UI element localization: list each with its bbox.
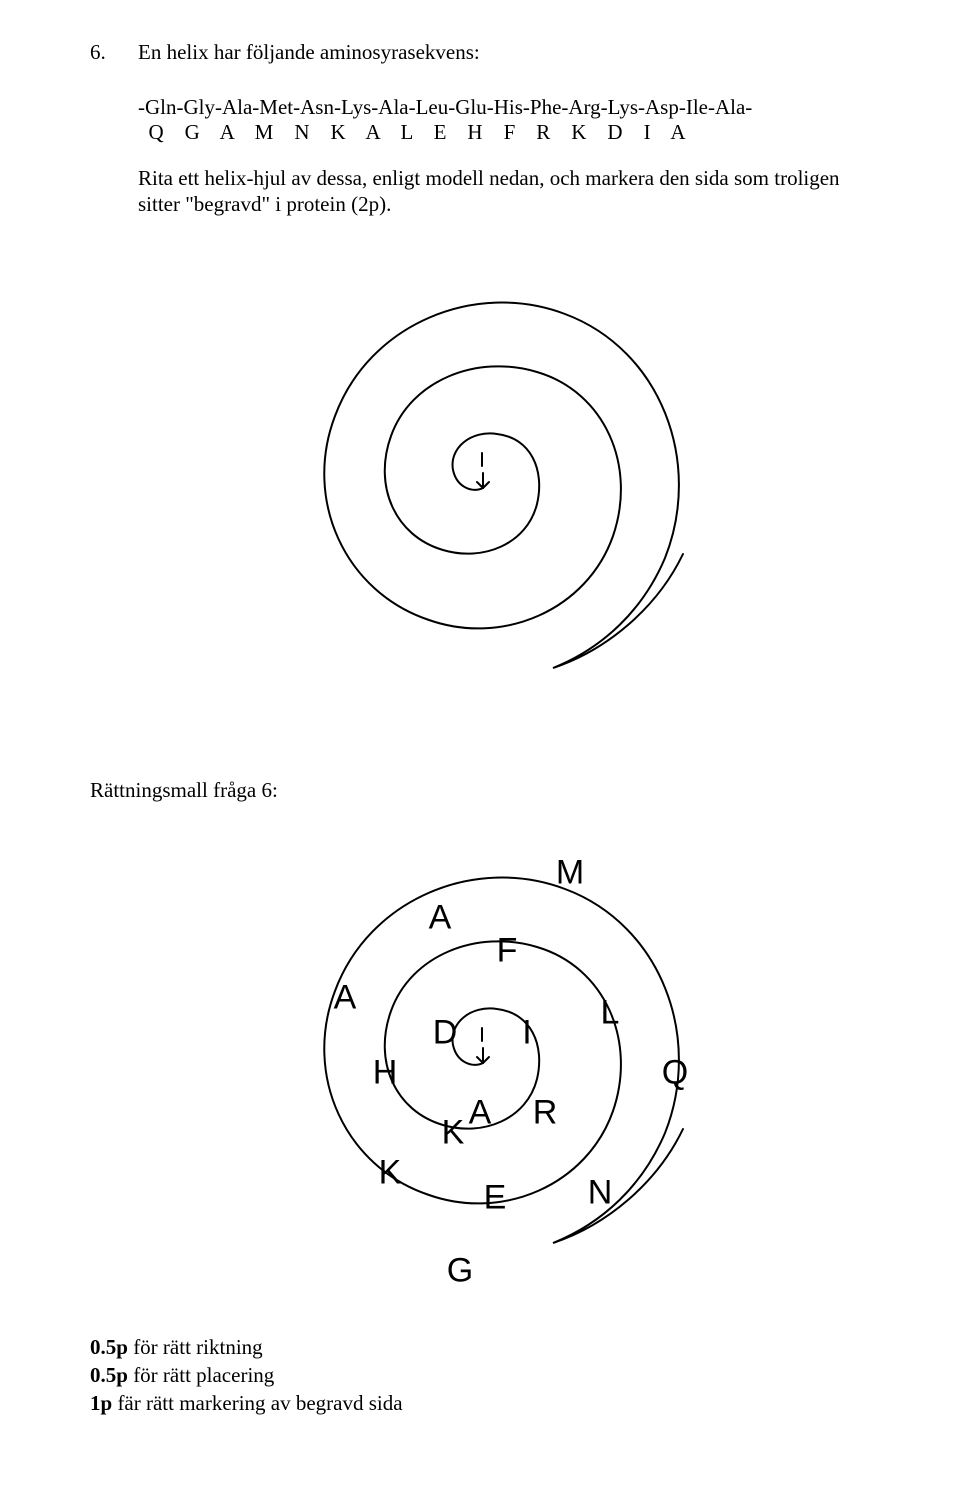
helix-letter: Q [662, 1053, 688, 1092]
scoring-line-3: 1p fär rätt markering av begravd sida [90, 1389, 870, 1417]
sequence-line: -Gln-Gly-Ala-Met-Asn-Lys-Ala-Leu-Glu-His… [138, 95, 870, 120]
helix-letter: I [522, 1013, 531, 1052]
page: 6. En helix har följande aminosyrasekven… [0, 0, 960, 1478]
helix-letter: A [429, 898, 452, 937]
helix-letter: K [379, 1153, 402, 1192]
helix-letter: A [469, 1093, 492, 1132]
helix-letter: R [533, 1093, 558, 1132]
helix-letter: D [433, 1013, 458, 1052]
answer-key-label: Rättningsmall fråga 6: [90, 778, 870, 803]
helix-letter: K [442, 1113, 465, 1152]
letters-line: Q G A M N K A L E H F R K D I A [138, 120, 870, 145]
helix-letter: A [334, 978, 357, 1017]
helix-letter: F [497, 931, 518, 970]
question-line: 6. En helix har följande aminosyrasekven… [90, 40, 870, 65]
helix-letter: E [484, 1178, 507, 1217]
spiral-template [245, 248, 715, 718]
scoring-line-2-rest: för rätt placering [128, 1363, 274, 1387]
scoring-line-3-rest: fär rätt markering av begravd sida [112, 1391, 402, 1415]
helix-letter: M [556, 853, 584, 892]
helix-letter: G [447, 1251, 473, 1290]
scoring-line-3-bold: 1p [90, 1391, 112, 1415]
scoring-line-2: 0.5p för rätt placering [90, 1361, 870, 1389]
spiral-answer-svg [245, 823, 715, 1293]
scoring-line-2-bold: 0.5p [90, 1363, 128, 1387]
spiral-template-svg [245, 248, 715, 718]
helix-letter: L [601, 993, 620, 1032]
scoring-block: 0.5p för rätt riktning 0.5p för rätt pla… [90, 1333, 870, 1418]
instruction-paragraph: Rita ett helix-hjul av dessa, enligt mod… [138, 165, 870, 218]
helix-letter: H [373, 1053, 398, 1092]
helix-letter: N [588, 1173, 613, 1212]
scoring-line-1-rest: för rätt riktning [128, 1335, 263, 1359]
spiral-path-1 [324, 302, 683, 667]
scoring-line-1-bold: 0.5p [90, 1335, 128, 1359]
question-number: 6. [90, 40, 138, 65]
sequence-block: -Gln-Gly-Ala-Met-Asn-Lys-Ala-Leu-Glu-His… [138, 95, 870, 145]
scoring-line-1: 0.5p för rätt riktning [90, 1333, 870, 1361]
question-prompt: En helix har följande aminosyrasekvens: [138, 40, 480, 65]
spiral-answer: MAFADILHQARKKENG [245, 823, 715, 1293]
